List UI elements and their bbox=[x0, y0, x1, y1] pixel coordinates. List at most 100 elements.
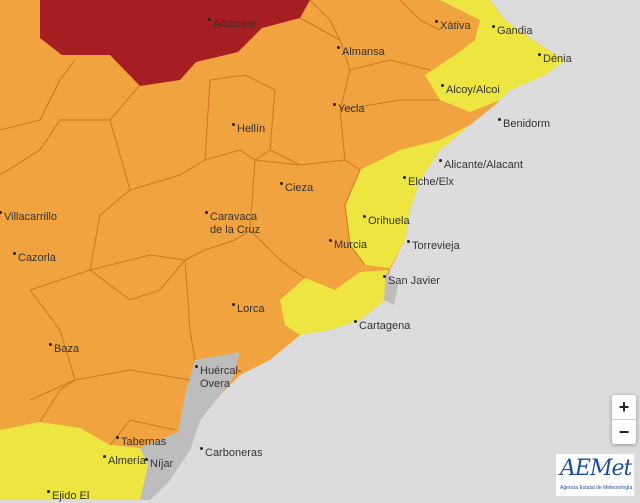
place-marker-icon bbox=[329, 239, 332, 242]
zoom-out-button[interactable]: − bbox=[612, 419, 636, 444]
yellow-warning-zone-valencia bbox=[425, 0, 565, 112]
yellow-warning-zone-almeria bbox=[0, 422, 150, 500]
place-marker-icon bbox=[435, 20, 438, 23]
logo-text: AEMet bbox=[560, 456, 632, 481]
place-name: San Javier bbox=[388, 275, 440, 287]
place-name: Elche/Elx bbox=[408, 176, 454, 188]
yellow-warning-zone-alicante bbox=[345, 125, 470, 268]
place-marker-icon bbox=[195, 365, 198, 368]
place-marker-icon bbox=[354, 320, 357, 323]
place-label: Hellín bbox=[232, 123, 266, 136]
orange-warning-zone bbox=[0, 0, 565, 500]
place-name: Huércal-Overa bbox=[200, 365, 242, 390]
no-warning-zone-almeria-coast bbox=[140, 352, 240, 500]
place-name: Cazorla bbox=[18, 252, 56, 264]
place-name: Caravaca de la Cruz bbox=[210, 211, 261, 236]
place-marker-icon bbox=[383, 275, 386, 278]
place-name: Almansa bbox=[342, 46, 385, 58]
zoom-in-button[interactable]: + bbox=[618, 397, 630, 417]
place-marker-icon bbox=[13, 252, 16, 255]
place-marker-icon bbox=[492, 25, 495, 28]
place-label: Carboneras bbox=[200, 447, 263, 460]
place-name: Murcia bbox=[334, 239, 368, 251]
place-label: Baza bbox=[49, 343, 80, 356]
place-name: Benidorm bbox=[503, 118, 551, 130]
place-marker-icon bbox=[441, 84, 444, 87]
place-name: Villacarrillo bbox=[4, 211, 57, 223]
place-name: Hellín bbox=[237, 123, 266, 135]
place-label: Orihuela bbox=[363, 215, 410, 228]
place-marker-icon bbox=[333, 103, 336, 106]
place-name: Baza bbox=[54, 343, 80, 355]
place-name: Carboneras bbox=[205, 447, 263, 459]
place-label: Benidorm bbox=[498, 118, 551, 131]
place-marker-icon bbox=[232, 123, 235, 126]
place-name: Lorca bbox=[237, 303, 265, 315]
place-label: Villacarrillo bbox=[0, 211, 57, 224]
red-warning-zone-albacete bbox=[40, 0, 310, 86]
place-label: San Javier bbox=[383, 275, 440, 288]
logo-subtitle: Agencia Estatal de Meteorología bbox=[560, 485, 633, 491]
place-name: Xàtiva bbox=[440, 20, 471, 32]
place-label: Huércal-Overa bbox=[195, 365, 242, 391]
place-marker-icon bbox=[403, 176, 406, 179]
place-name: Cieza bbox=[285, 182, 314, 194]
place-marker-icon bbox=[337, 46, 340, 49]
place-label: Almansa bbox=[337, 46, 385, 59]
place-label: Tabernas bbox=[116, 436, 167, 449]
place-marker-icon bbox=[407, 240, 410, 243]
place-marker-icon bbox=[439, 159, 442, 162]
place-marker-icon bbox=[103, 455, 106, 458]
place-marker-icon bbox=[47, 490, 50, 493]
place-marker-icon bbox=[498, 118, 501, 121]
place-name: Dénia bbox=[543, 53, 572, 65]
place-label: Alicante/Alacant bbox=[439, 159, 523, 172]
place-label: Murcia bbox=[329, 239, 368, 252]
place-marker-icon bbox=[208, 18, 211, 21]
place-marker-icon bbox=[145, 458, 148, 461]
place-label: Almería bbox=[103, 455, 146, 468]
place-name: Níjar bbox=[150, 458, 174, 470]
place-label: Dénia bbox=[538, 53, 572, 66]
place-label: Cartagena bbox=[354, 320, 411, 333]
no-warning-zone-mar-menor bbox=[384, 272, 398, 305]
place-name: Yecla bbox=[338, 103, 365, 115]
aemet-logo[interactable]: AEMet Agencia Estatal de Meteorología bbox=[555, 453, 635, 497]
place-label: Cazorla bbox=[13, 252, 56, 265]
place-marker-icon bbox=[538, 53, 541, 56]
place-label: Cieza bbox=[280, 182, 314, 195]
place-name: Alcoy/Alcoi bbox=[446, 84, 500, 96]
place-name: Gandia bbox=[497, 25, 533, 37]
place-name: Albacete bbox=[213, 18, 256, 30]
place-label: Gandia bbox=[492, 25, 533, 38]
place-label: Xàtiva bbox=[435, 20, 471, 33]
place-name: Alicante/Alacant bbox=[444, 159, 523, 171]
place-label: Elche/Elx bbox=[403, 176, 454, 189]
place-label: Torrevieja bbox=[407, 240, 460, 253]
place-marker-icon bbox=[205, 211, 208, 214]
place-label: Níjar bbox=[145, 458, 174, 471]
place-marker-icon bbox=[116, 436, 119, 439]
place-name: Ejido El bbox=[52, 490, 90, 502]
place-name: Tabernas bbox=[121, 436, 167, 448]
region-borders bbox=[0, 0, 441, 446]
place-marker-icon bbox=[363, 215, 366, 218]
place-label: Albacete bbox=[208, 18, 256, 31]
yellow-warning-zone-cartagena bbox=[280, 270, 388, 335]
place-label: Ejido El bbox=[47, 490, 90, 503]
place-name: Cartagena bbox=[359, 320, 411, 332]
place-label: Lorca bbox=[232, 303, 265, 316]
zoom-control: + − bbox=[612, 395, 636, 444]
place-marker-icon bbox=[232, 303, 235, 306]
place-label: Yecla bbox=[333, 103, 365, 116]
place-name: Orihuela bbox=[368, 215, 410, 227]
place-name: Almería bbox=[108, 455, 146, 467]
place-marker-icon bbox=[200, 447, 203, 450]
place-marker-icon bbox=[0, 211, 2, 214]
place-label: Alcoy/Alcoi bbox=[441, 84, 500, 97]
place-label: Caravaca de la Cruz bbox=[205, 211, 270, 237]
place-marker-icon bbox=[49, 343, 52, 346]
place-name: Torrevieja bbox=[412, 240, 460, 252]
place-marker-icon bbox=[280, 182, 283, 185]
